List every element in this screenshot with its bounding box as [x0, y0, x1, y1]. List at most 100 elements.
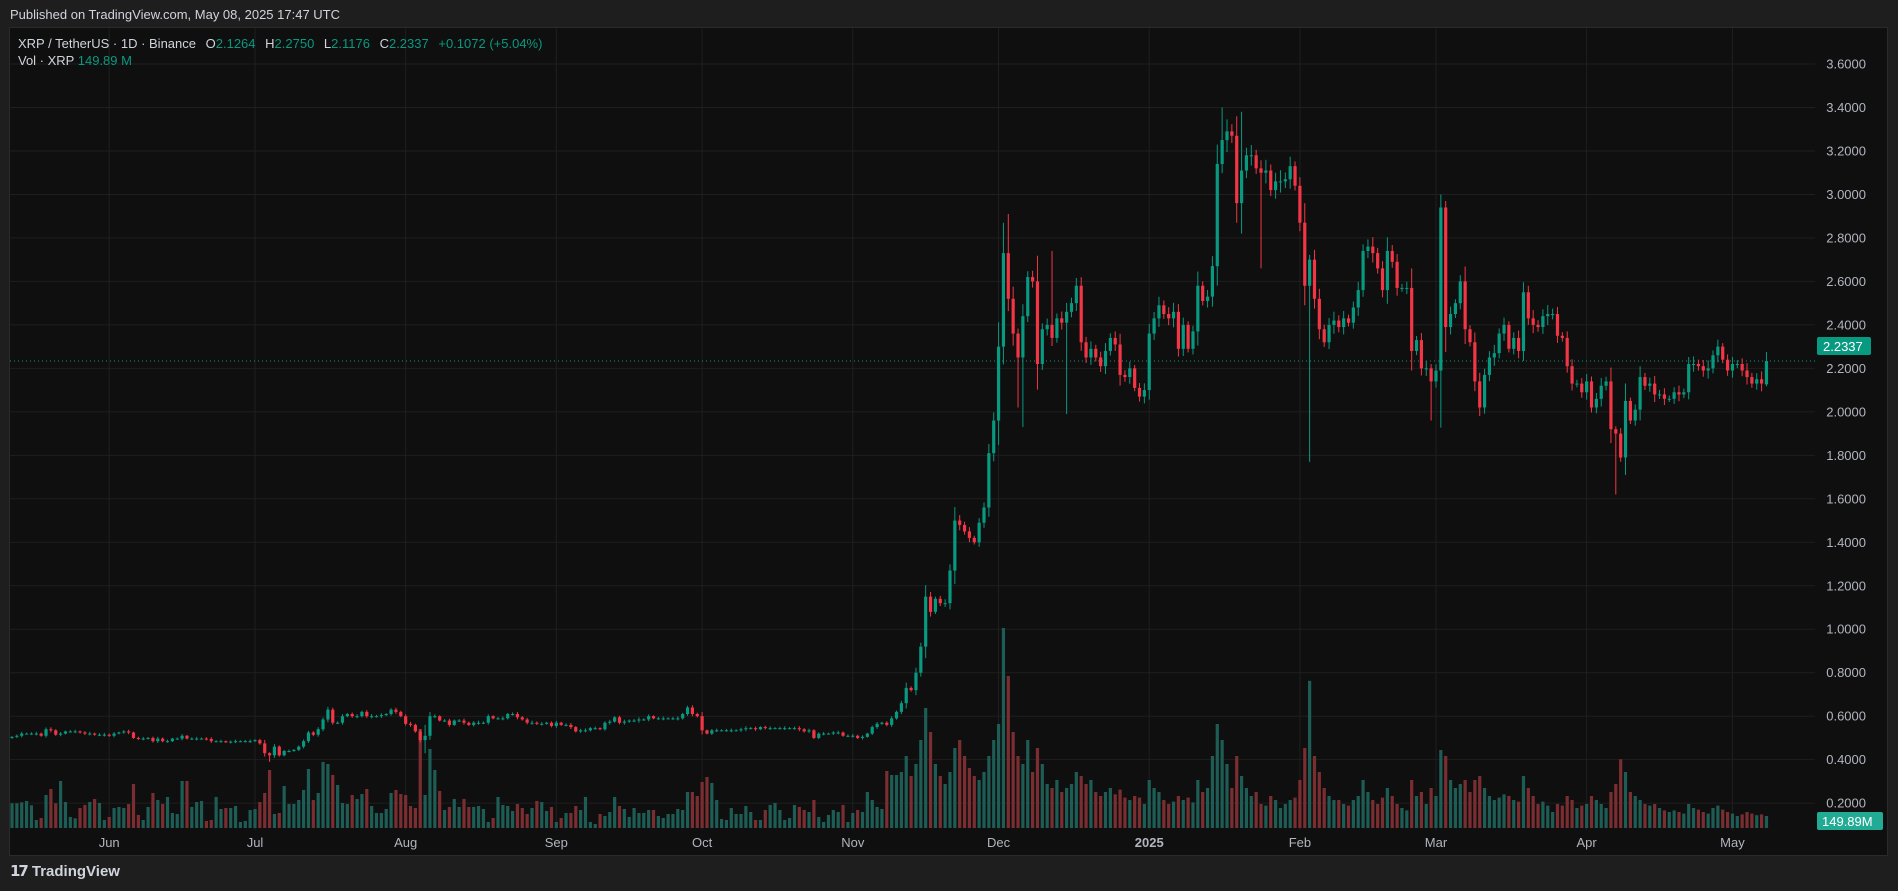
tradingview-brand[interactable]: 𝟭𝟳 TradingView [10, 862, 120, 881]
volume-bar [20, 802, 24, 828]
symbol-title[interactable]: XRP / TetherUS · 1D · Binance [18, 36, 196, 51]
volume-bar [199, 800, 204, 828]
volume-bar [1517, 801, 1521, 828]
volume-bar [1128, 800, 1132, 828]
volume-bar [1444, 756, 1448, 828]
candle-body [1585, 381, 1589, 393]
candle-body [549, 722, 554, 726]
close-value: 2.2337 [388, 36, 429, 51]
high-value: 2.2750 [274, 36, 315, 51]
candle-body [685, 707, 690, 715]
candle-body [1677, 392, 1681, 395]
volume-bar [1507, 796, 1511, 828]
candle-body [161, 738, 165, 742]
volume-bar [355, 798, 359, 828]
time-axis[interactable]: Jun Jul Aug Sep Oct Nov Dec 2025 Feb Mar Apr May [99, 835, 1746, 850]
volume-bar [783, 820, 787, 828]
candle-body [836, 732, 840, 734]
volume-bar [613, 796, 617, 828]
ohlc-row: XRP / TetherUS · 1D · Binance O2.1264 H2… [18, 35, 542, 52]
volume-bar [880, 808, 884, 828]
time-tick-label: Nov [841, 835, 865, 850]
candle-body [1628, 400, 1632, 421]
volume-bar [710, 782, 714, 828]
candle-body [442, 720, 447, 722]
volume-bar [1628, 792, 1632, 828]
candle-body [1410, 287, 1414, 351]
volume-bar [1239, 776, 1244, 828]
candle-body [1220, 140, 1224, 165]
candle-body [1303, 222, 1307, 286]
volume-bar [1201, 792, 1205, 828]
volume-bar [1167, 804, 1171, 828]
candle-body [146, 737, 150, 739]
volume-bar [695, 796, 699, 828]
candle-body [472, 722, 476, 725]
volume-bar [681, 810, 685, 828]
candle-body [773, 728, 777, 730]
volume-bar [1317, 772, 1321, 828]
candle-body [1512, 337, 1516, 349]
candle-body [1614, 429, 1618, 434]
candle-body [1760, 379, 1764, 384]
candle-body [1448, 314, 1453, 328]
brand-name: TradingView [31, 862, 120, 880]
volume-bar [943, 784, 947, 828]
volume-bar [297, 800, 301, 828]
candle-body [462, 720, 466, 723]
volume-bar [117, 806, 121, 828]
volume-bar [608, 812, 612, 828]
volume-bar [496, 796, 500, 828]
volume-bar [1580, 805, 1584, 828]
candle-body [486, 716, 490, 723]
volume-bar [229, 808, 233, 828]
volume-bar [404, 794, 408, 828]
candle-body [831, 732, 835, 734]
candle-body [59, 733, 63, 735]
price-axis[interactable]: 3.6000 3.4000 3.2000 3.0000 2.8000 2.6000 2.40… [1826, 57, 1866, 811]
candle-body [1502, 324, 1506, 334]
volume-bar [1390, 796, 1394, 828]
candle-body [749, 728, 753, 730]
tradingview-logo-icon: 𝟭𝟳 [10, 863, 29, 880]
price-tick-label: 3.2000 [1826, 143, 1866, 158]
candle-body [1103, 350, 1108, 367]
volume-bar [579, 810, 583, 828]
candle-body [1016, 333, 1020, 358]
candle-body [1740, 364, 1744, 371]
candle-body [1711, 355, 1715, 369]
volume-bar [1599, 804, 1603, 828]
candle-body [457, 720, 461, 722]
volume-bar [165, 796, 170, 828]
candle-body [1400, 287, 1404, 289]
candle-body [841, 732, 845, 736]
candle-body [545, 722, 549, 724]
volume-bar [535, 800, 539, 828]
candle-body [1269, 170, 1273, 191]
candle-body [987, 453, 991, 508]
candle-body [214, 741, 218, 743]
candle-body [632, 720, 636, 722]
volume-bar [1725, 812, 1730, 828]
volume-bar [1147, 780, 1151, 828]
volume-bar [1274, 800, 1278, 828]
candle-body [700, 716, 704, 731]
candle-body [826, 733, 831, 735]
volume-bar [68, 816, 72, 828]
candle-body [1065, 311, 1069, 323]
last-price-label: 2.2337 [1823, 339, 1863, 354]
volume-bar [1332, 800, 1336, 828]
candle-body [1225, 131, 1229, 141]
candle-body [1390, 250, 1394, 262]
candle-body [1244, 155, 1249, 171]
candle-body [1701, 366, 1705, 371]
price-tick-label: 2.4000 [1826, 317, 1866, 332]
candle-body [1152, 318, 1156, 334]
candle-body [554, 722, 558, 726]
volume-bar [734, 814, 738, 828]
chart-panel[interactable] [9, 27, 1888, 856]
volume-bar [1133, 796, 1137, 828]
volume-bar [967, 768, 972, 828]
volume-title[interactable]: Vol · XRP [18, 53, 75, 68]
